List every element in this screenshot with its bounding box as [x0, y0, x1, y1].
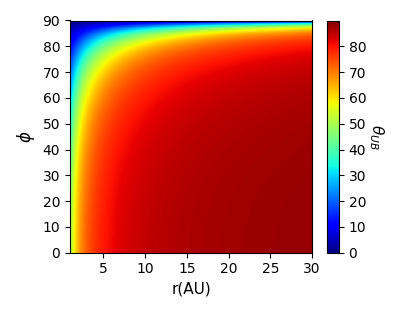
X-axis label: r(AU): r(AU) — [171, 282, 211, 297]
Y-axis label: $\phi$: $\phi$ — [15, 130, 37, 143]
Y-axis label: $\theta_{UB}$: $\theta_{UB}$ — [367, 124, 386, 149]
